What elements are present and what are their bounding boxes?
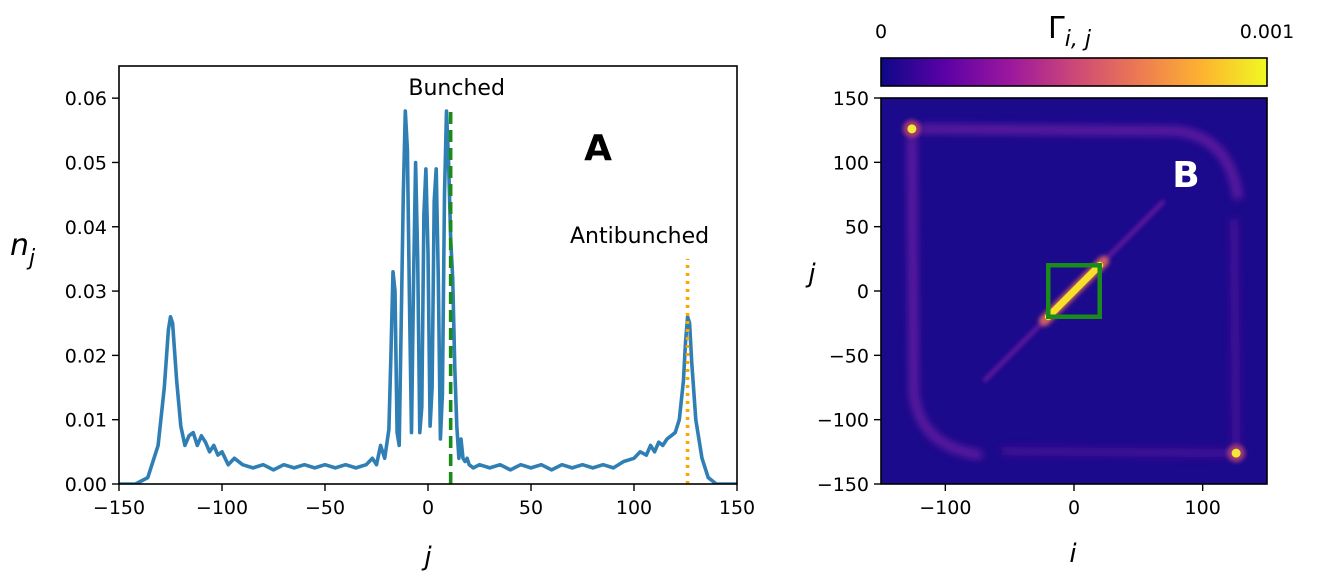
panel-a-line-chart: −150 −100 −50 0 50 100 150 0.00 0.01 0.02 0.03 0.0…: [10, 66, 755, 572]
panel-b-y-tick-label: 50: [845, 217, 869, 239]
panel-b-x-label: i: [1069, 539, 1077, 569]
corner-peak: [907, 124, 916, 133]
colorbar-max-label: 0.001: [1240, 21, 1294, 43]
colorbar-min-label: 0: [875, 21, 887, 43]
panel-b-y-tick-label: −100: [817, 410, 869, 432]
panel-b-y-label: j: [805, 259, 816, 289]
panel-a-y-tick-label: 0.06: [65, 88, 107, 110]
panel-a-y-label: nj: [10, 228, 36, 271]
panel-a-x-tick-label: 100: [616, 497, 652, 519]
panel-b-x-tick-label: −100: [919, 497, 971, 519]
panel-a-y-tick-label: 0.00: [65, 474, 107, 496]
corner-peak: [1232, 449, 1241, 458]
panel-a-y-label-base: n: [10, 228, 29, 263]
panel-b-y-tick-label: −150: [817, 474, 869, 496]
panel-a-x-tick-label: 50: [519, 497, 543, 519]
density-series-line: [119, 111, 737, 484]
panel-a-y-tick-label: 0.05: [65, 152, 107, 174]
panel-b-x-tick-label: 0: [1068, 497, 1080, 519]
panel-b-letter: B: [1172, 155, 1199, 196]
panel-a-x-tick-label: −100: [196, 497, 248, 519]
panel-a-letter: A: [584, 128, 612, 169]
panel-a-x-label: j: [421, 542, 432, 572]
panel-b-heatmap: −100 0 100 −150 −100 −50 0 50 100 150 B i j 0 0.…: [805, 11, 1294, 569]
colorbar: 0 0.001 Γi, j: [875, 11, 1294, 86]
panel-a-x-tick-label: −50: [305, 497, 345, 519]
panel-b-y-tick-label: 0: [857, 281, 869, 303]
panel-b-y-tick-label: 150: [833, 88, 869, 110]
colorbar-label: Γi, j: [1048, 11, 1092, 52]
panel-a-x-tick-label: −150: [93, 497, 145, 519]
panel-a-x-tick-label: 150: [719, 497, 755, 519]
panel-b-y-tick-label: −50: [829, 345, 869, 367]
panel-a-y-tick-label: 0.01: [65, 410, 107, 432]
panel-b-x-tick-label: 100: [1185, 497, 1221, 519]
bunched-annotation: Bunched: [408, 76, 505, 101]
panel-a-y-tick-label: 0.04: [65, 217, 107, 239]
panel-a-y-tick-label: 0.03: [65, 281, 107, 303]
antibunched-annotation: Antibunched: [570, 224, 709, 249]
colorbar-gradient: [881, 58, 1267, 86]
colorbar-label-sub: i, j: [1065, 27, 1092, 52]
panel-b-y-tick-label: 100: [833, 152, 869, 174]
panel-a-y-tick-label: 0.02: [65, 345, 107, 367]
panel-a-x-tick-label: 0: [422, 497, 434, 519]
colorbar-label-base: Γ: [1048, 11, 1065, 46]
